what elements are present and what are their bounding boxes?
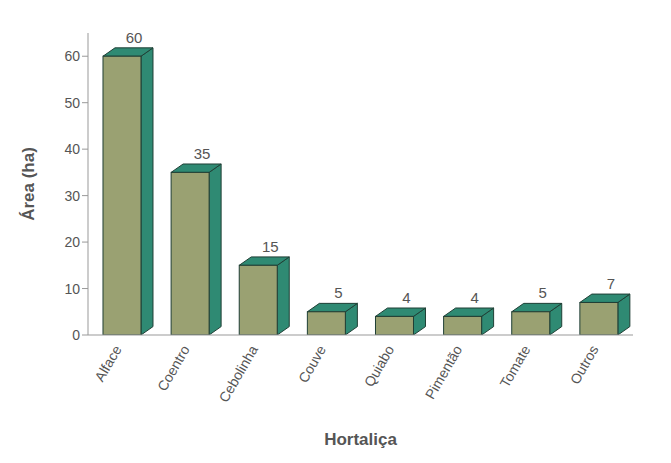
svg-text:35: 35 — [194, 145, 211, 162]
svg-text:Quiabo: Quiabo — [361, 342, 398, 389]
svg-text:50: 50 — [64, 95, 80, 111]
svg-text:5: 5 — [539, 284, 547, 301]
svg-text:Tomate: Tomate — [497, 342, 534, 390]
svg-text:60: 60 — [64, 48, 80, 64]
svg-text:10: 10 — [64, 281, 80, 297]
svg-text:40: 40 — [64, 141, 80, 157]
svg-text:30: 30 — [64, 188, 80, 204]
svg-text:Coentro: Coentro — [154, 342, 193, 393]
svg-text:Cebolinha: Cebolinha — [216, 342, 261, 405]
svg-text:Pimentão: Pimentão — [422, 342, 466, 401]
svg-text:Hortaliça: Hortaliça — [324, 430, 397, 449]
svg-text:7: 7 — [607, 275, 615, 292]
svg-text:0: 0 — [72, 327, 80, 343]
svg-text:Área (ha): Área (ha) — [19, 147, 38, 221]
svg-text:60: 60 — [126, 29, 143, 46]
svg-text:4: 4 — [470, 289, 478, 306]
svg-text:20: 20 — [64, 234, 80, 250]
svg-text:15: 15 — [262, 238, 279, 255]
svg-text:Outros: Outros — [567, 343, 602, 387]
svg-text:Couve: Couve — [295, 342, 329, 385]
svg-text:4: 4 — [402, 289, 410, 306]
svg-text:5: 5 — [334, 284, 342, 301]
svg-text:Alface: Alface — [91, 342, 124, 384]
